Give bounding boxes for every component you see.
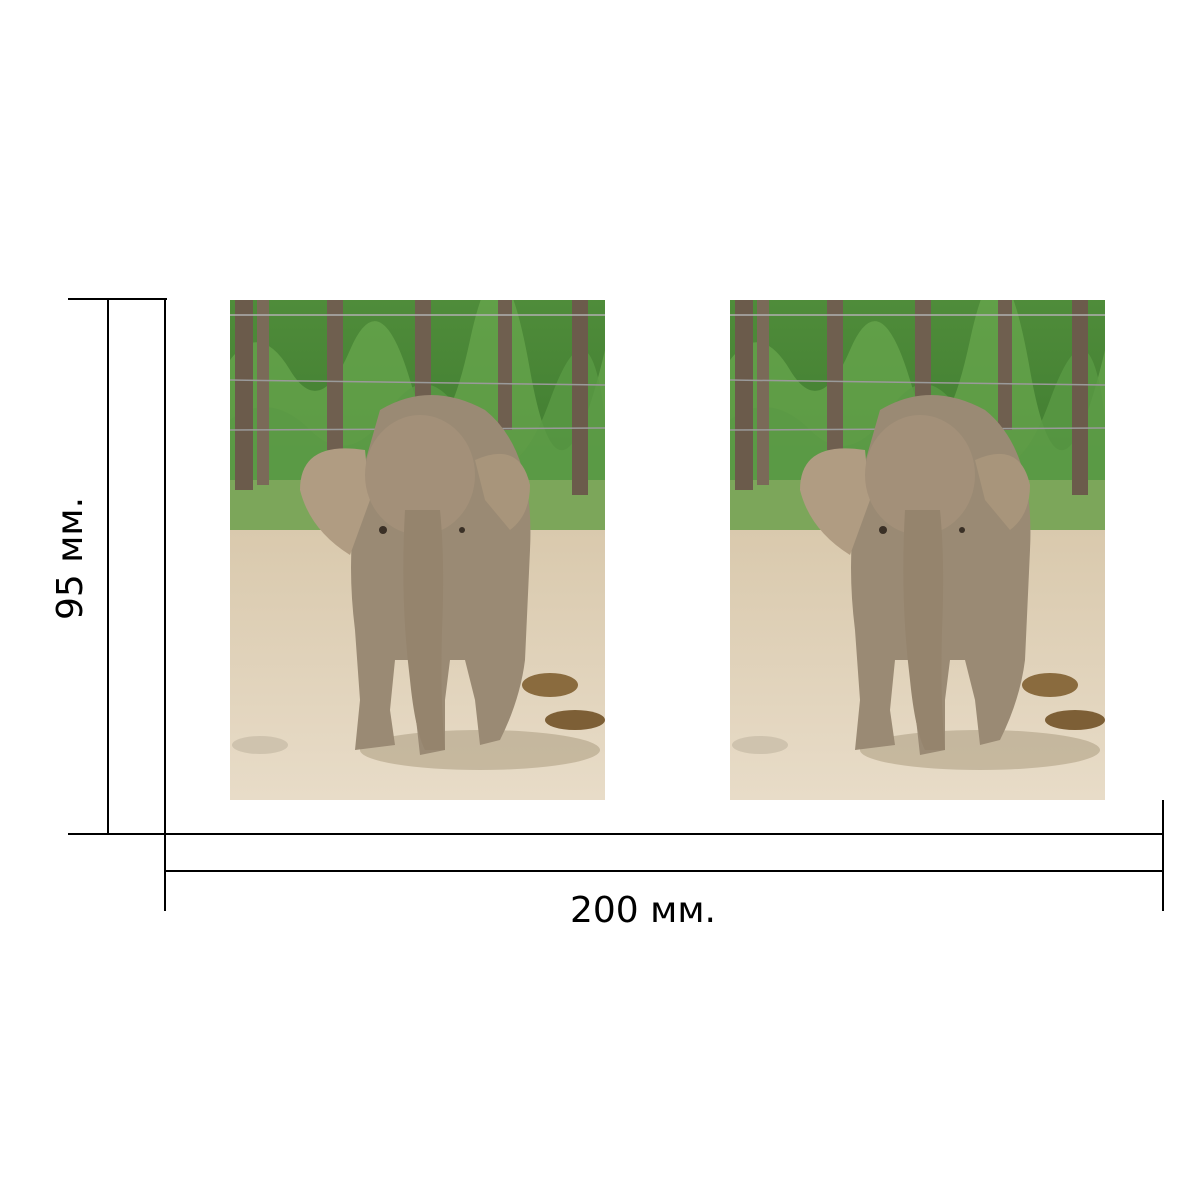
height-extension-top	[68, 298, 167, 300]
width-label: 200 мм.	[570, 890, 716, 931]
width-edge-line	[165, 833, 1163, 835]
height-edge-line	[164, 300, 166, 835]
elephant-image-left	[230, 300, 605, 800]
width-dimension-line	[165, 870, 1163, 872]
height-dimension-line	[107, 298, 109, 835]
elephant-photo-left	[230, 300, 605, 800]
elephant-image-right	[730, 300, 1105, 800]
height-label: 95 мм.	[50, 496, 91, 620]
height-extension-bottom	[68, 833, 167, 835]
elephant-photo-right	[730, 300, 1105, 800]
width-extension-left	[164, 833, 166, 911]
width-extension-right	[1162, 800, 1164, 911]
